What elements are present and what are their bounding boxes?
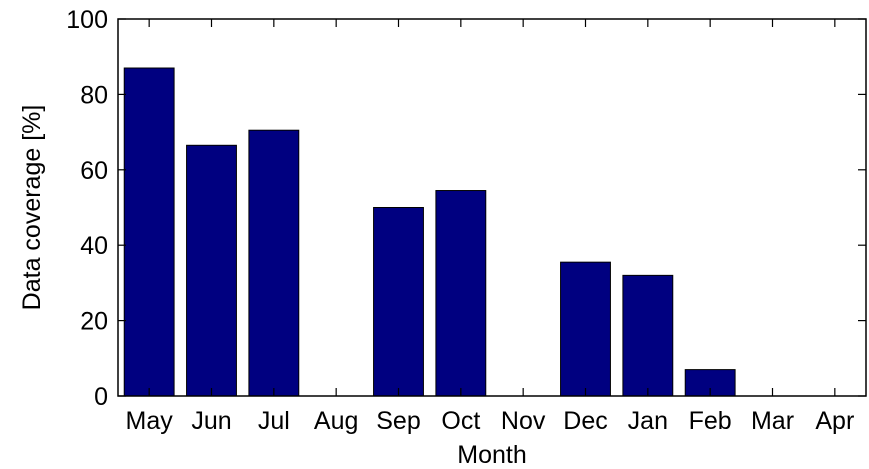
y-tick-label-0: 0 bbox=[94, 383, 108, 411]
bar-dec bbox=[560, 261, 611, 397]
x-tick-label-nov: Nov bbox=[501, 407, 546, 435]
x-axis-title: Month bbox=[457, 441, 526, 469]
x-tick-label-jul: Jul bbox=[258, 407, 290, 435]
bars-group bbox=[123, 67, 736, 397]
y-tick-label-80: 80 bbox=[80, 81, 108, 109]
x-tick-label-apr: Apr bbox=[815, 407, 854, 435]
x-tick-label-aug: Aug bbox=[314, 407, 358, 435]
y-tick-label-20: 20 bbox=[80, 308, 108, 336]
bar-jan bbox=[622, 274, 674, 397]
bar-oct bbox=[435, 190, 487, 397]
x-tick-label-dec: Dec bbox=[563, 407, 607, 435]
x-tick-label-mar: Mar bbox=[751, 407, 794, 435]
y-tick-label-60: 60 bbox=[80, 157, 108, 185]
y-tick-label-40: 40 bbox=[80, 232, 108, 260]
x-ticks-group: May Jun Jul Aug Sep Oct Nov Dec Jan Feb Mar Apr bbox=[126, 19, 854, 435]
x-tick-label-sep: Sep bbox=[376, 407, 420, 435]
bar-jun bbox=[186, 144, 237, 397]
x-tick-label-may: May bbox=[126, 407, 174, 435]
y-tick-label-100: 100 bbox=[66, 6, 108, 34]
bar-sep bbox=[373, 207, 424, 397]
x-tick-label-jun: Jun bbox=[191, 407, 231, 435]
x-tick-label-jan: Jan bbox=[628, 407, 668, 435]
bar-may bbox=[123, 67, 175, 397]
y-axis-title: Data coverage [%] bbox=[18, 105, 46, 311]
y-ticks-group: 0 20 40 60 80 100 bbox=[66, 6, 866, 411]
axes-box bbox=[117, 18, 867, 397]
x-tick-label-feb: Feb bbox=[689, 407, 732, 435]
x-tick-label-oct: Oct bbox=[441, 407, 480, 435]
bar-jul bbox=[248, 129, 300, 397]
